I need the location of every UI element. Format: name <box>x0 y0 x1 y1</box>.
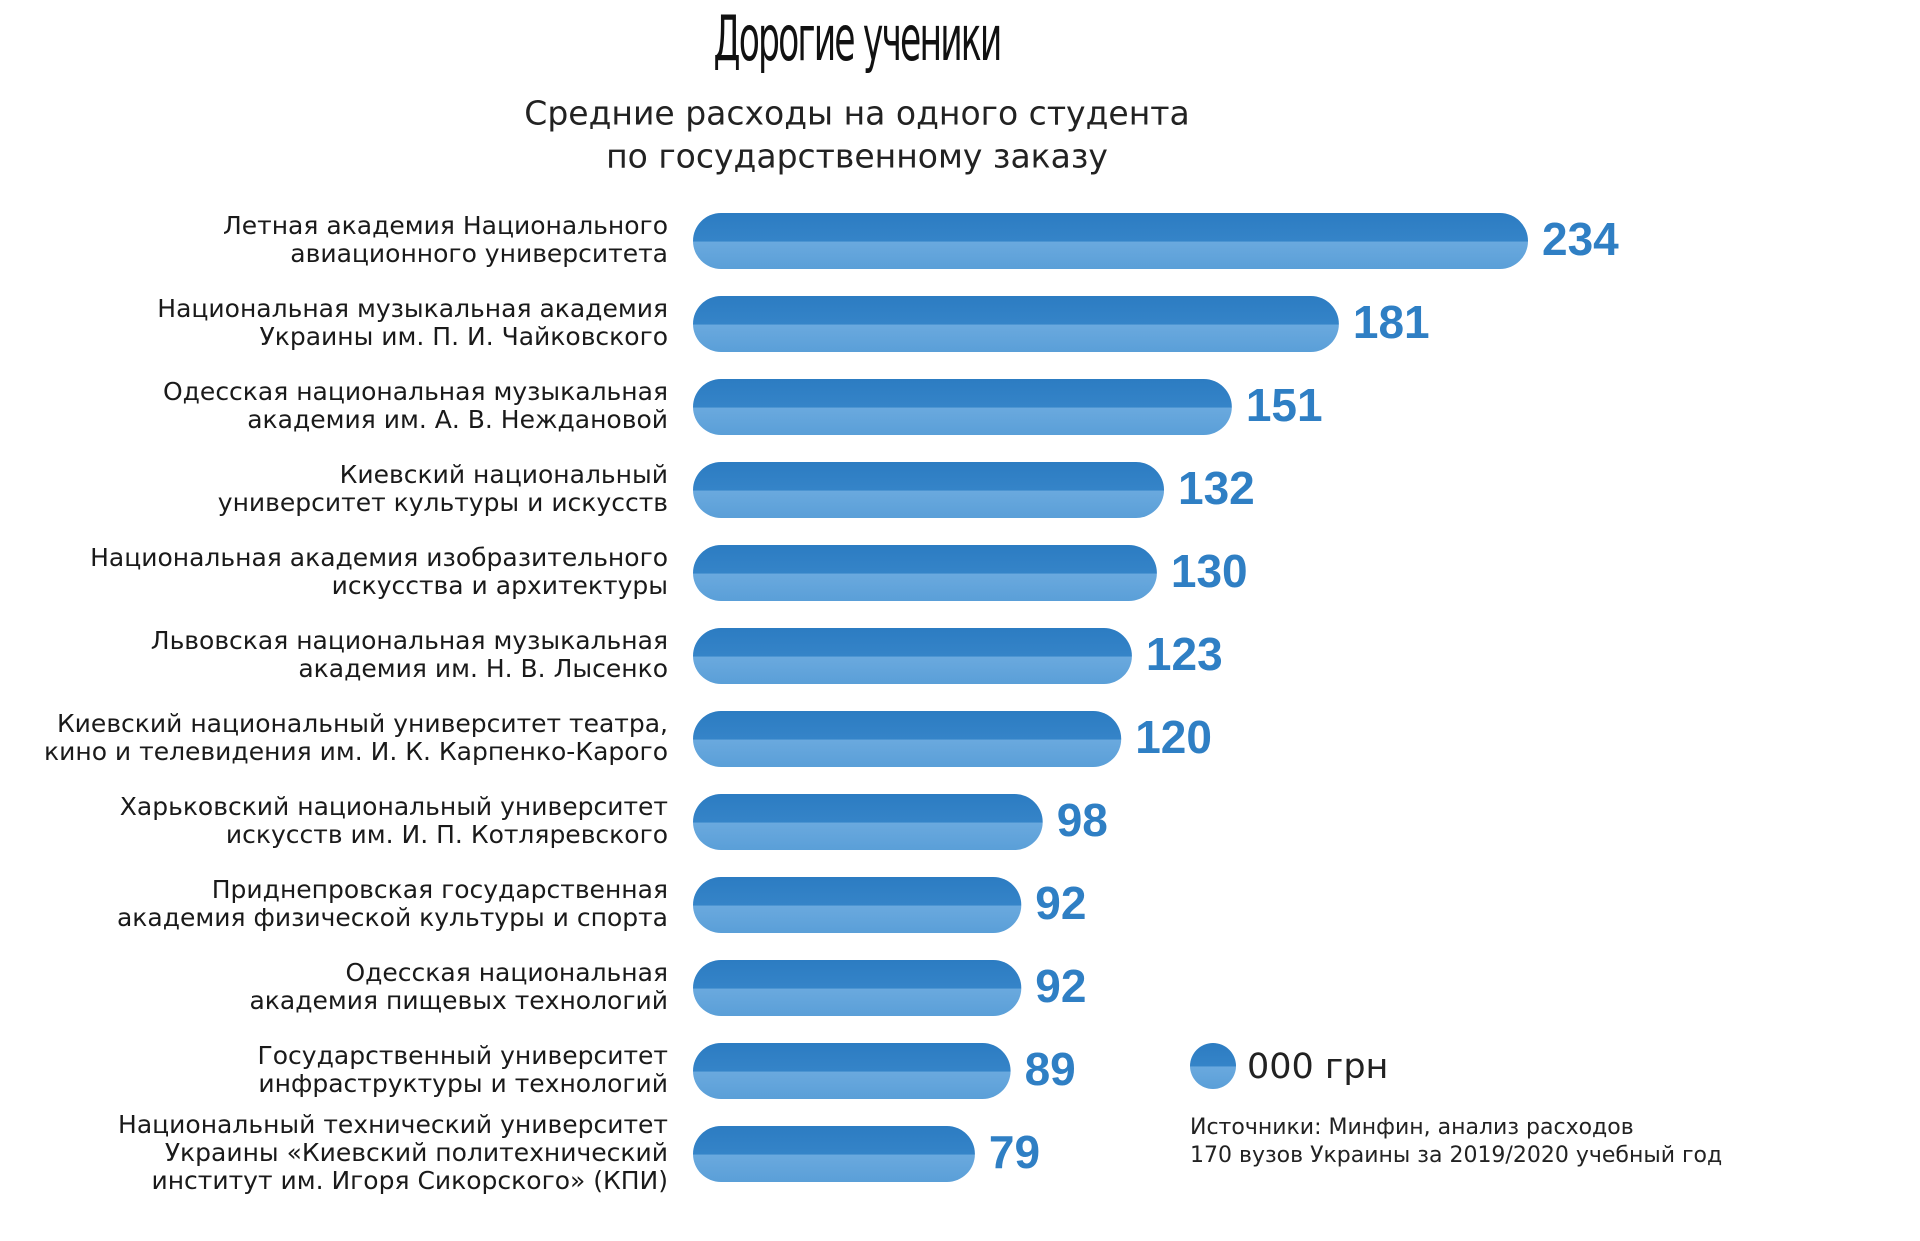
category-label: Одесская национальная <box>345 958 668 987</box>
value-label: 234 <box>1542 213 1619 265</box>
bar <box>693 213 1528 269</box>
category-label: Государственный университет <box>258 1041 668 1070</box>
bar <box>693 877 1022 933</box>
category-label: искусств им. И. П. Котляревского <box>226 820 668 849</box>
value-label: 123 <box>1146 628 1223 680</box>
bar <box>693 1126 975 1182</box>
category-label: Национальная академия изобразительного <box>90 543 668 572</box>
bar <box>693 711 1122 767</box>
value-label: 151 <box>1246 379 1323 431</box>
value-label: 92 <box>1035 960 1086 1012</box>
category-label: Харьковский национальный университет <box>120 792 668 821</box>
value-label: 98 <box>1057 794 1108 846</box>
legend-label: 000 грн <box>1247 1047 1388 1087</box>
category-label: Одесская национальная музыкальная <box>163 377 668 406</box>
category-label: авиационного университета <box>290 239 668 268</box>
bar <box>693 960 1022 1016</box>
category-label: Львовская национальная музыкальная <box>151 626 668 655</box>
legend-swatch <box>1190 1043 1236 1089</box>
category-label: кино и телевидения им. И. К. Карпенко-Ка… <box>44 737 668 766</box>
value-label: 120 <box>1135 711 1212 763</box>
category-label: университет культуры и искусств <box>218 488 668 517</box>
bar <box>693 794 1043 850</box>
value-label: 89 <box>1025 1043 1076 1095</box>
bar <box>693 379 1232 435</box>
subtitle: по государственному заказу <box>606 137 1108 176</box>
source-note: 170 вузов Украины за 2019/2020 учебный г… <box>1190 1143 1722 1168</box>
category-label: Киевский национальный <box>340 460 668 489</box>
bar <box>693 628 1132 684</box>
bar <box>693 296 1339 352</box>
category-label: Летная академия Национального <box>223 211 668 240</box>
bar <box>693 545 1157 601</box>
source-note: Источники: Минфин, анализ расходов <box>1190 1115 1634 1140</box>
value-label: 181 <box>1353 296 1430 348</box>
category-label: институт им. Игоря Сикорского» (КПИ) <box>151 1166 668 1195</box>
category-label: Киевский национальный университет театра… <box>57 709 668 738</box>
category-label: Национальный технический университет <box>118 1110 668 1139</box>
bar <box>693 462 1165 518</box>
value-label: 79 <box>989 1126 1040 1178</box>
value-label: 92 <box>1035 877 1086 929</box>
category-label: Украины «Киевский политехнический <box>165 1138 668 1167</box>
category-label: искусства и архитектуры <box>332 571 668 600</box>
category-label: академия им. Н. В. Лысенко <box>298 654 668 683</box>
chart-title: Дорогие ученики <box>714 3 1001 75</box>
bar <box>693 1043 1011 1099</box>
category-label: академия им. А. В. Неждановой <box>247 405 668 434</box>
category-label: инфраструктуры и технологий <box>258 1069 668 1098</box>
category-label: академия физической культуры и спорта <box>117 903 668 932</box>
category-label: Приднепровская государственная <box>212 875 668 904</box>
category-label: Национальная музыкальная академия <box>157 294 668 323</box>
category-label: Украины им. П. И. Чайковского <box>260 322 669 351</box>
subtitle: Средние расходы на одного студента <box>524 94 1189 133</box>
value-label: 132 <box>1178 462 1255 514</box>
category-label: академия пищевых технологий <box>249 986 668 1015</box>
value-label: 130 <box>1171 545 1248 597</box>
